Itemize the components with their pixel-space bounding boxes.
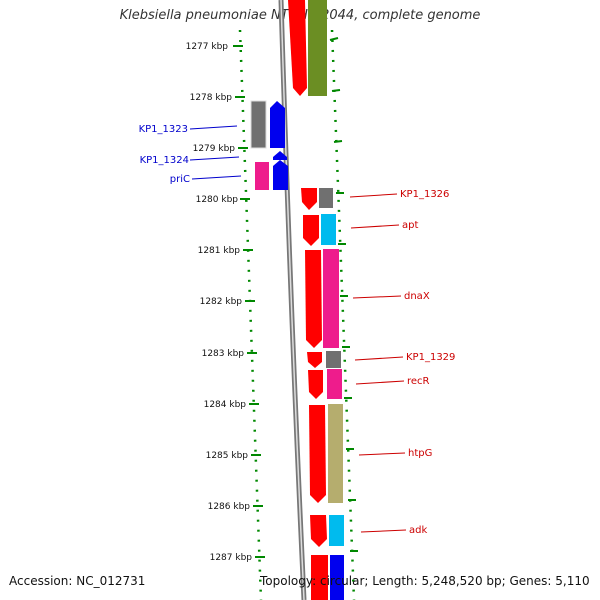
gene-label-priC[interactable]: priC	[170, 174, 190, 185]
right-leader-lines	[349, 193, 407, 533]
gene-label-recR[interactable]: recR	[407, 376, 430, 387]
gene-KP1_1323-cog[interactable]	[250, 100, 267, 149]
gene-top-forward[interactable]	[288, 0, 307, 96]
gene-label-KP1_1323[interactable]: KP1_1323	[139, 124, 188, 135]
tick-label: 1281 kbp	[198, 246, 241, 256]
gene-apt[interactable]	[303, 215, 319, 246]
right-major-ticks	[329, 37, 358, 552]
gene-apt-cog[interactable]	[321, 214, 336, 245]
gene-htpG[interactable]	[309, 405, 326, 503]
gene-priC[interactable]	[273, 160, 288, 190]
tick-label: 1284 kbp	[204, 400, 247, 410]
tick-label: 1286 kbp	[208, 502, 251, 512]
gene-label-htpG[interactable]: htpG	[408, 448, 432, 459]
tick-label: 1278 kbp	[190, 93, 233, 103]
gene-htpG-cog[interactable]	[328, 404, 343, 503]
gene-label-adk[interactable]: adk	[409, 525, 427, 536]
tick-label: 1285 kbp	[206, 451, 249, 461]
gene-label-apt[interactable]: apt	[402, 220, 418, 231]
gene-KP1_1329[interactable]	[307, 352, 322, 368]
gene-KP1_1324[interactable]	[273, 151, 287, 160]
right-gene-labels: KP1_1326 apt dnaX KP1_1329 recR htpG adk	[400, 189, 455, 536]
gene-KP1_1326[interactable]	[301, 188, 317, 210]
gene-recR[interactable]	[308, 370, 323, 399]
gene-KP1_1323[interactable]	[270, 101, 285, 148]
reverse-strand-genes	[250, 100, 288, 190]
gene-bottom-forward[interactable]	[311, 555, 328, 600]
gene-KP1_1326-cog[interactable]	[319, 188, 333, 208]
gene-label-dnaX[interactable]: dnaX	[404, 291, 430, 302]
backbone-inner	[280, 0, 305, 600]
left-gene-labels: KP1_1323 KP1_1324 priC	[139, 124, 190, 185]
tick-label: 1287 kbp	[210, 553, 253, 563]
tick-label: 1277 kbp	[186, 42, 229, 52]
tick-label: 1283 kbp	[202, 349, 245, 359]
gene-bottom-cog[interactable]	[330, 555, 344, 600]
scale-ticks	[233, 45, 265, 558]
left-leader-lines	[189, 125, 242, 180]
gene-priC-cog[interactable]	[255, 162, 269, 190]
accession-text: Accession: NC_012731	[9, 574, 146, 588]
gene-label-KP1_1324[interactable]: KP1_1324	[140, 155, 189, 166]
tick-label: 1279 kbp	[193, 144, 236, 154]
gene-dnaX-cog[interactable]	[323, 249, 339, 348]
gene-top-cog[interactable]	[308, 0, 327, 96]
tick-label: 1280 kbp	[196, 195, 239, 205]
gene-label-KP1_1329[interactable]: KP1_1329	[406, 352, 455, 363]
gene-dnaX[interactable]	[305, 250, 322, 348]
gene-label-KP1_1326[interactable]: KP1_1326	[400, 189, 449, 200]
gene-recR-cog[interactable]	[327, 369, 342, 399]
scale-labels: 1277 kbp 1278 kbp 1279 kbp 1280 kbp 1281…	[186, 42, 253, 563]
forward-strand-genes	[288, 0, 344, 600]
gene-adk-cog[interactable]	[329, 515, 344, 546]
tick-label: 1282 kbp	[200, 297, 243, 307]
gene-adk[interactable]	[310, 515, 327, 547]
topology-text: Topology: circular; Length: 5,248,520 bp…	[260, 574, 590, 588]
gene-KP1_1329-cog[interactable]	[326, 351, 341, 368]
